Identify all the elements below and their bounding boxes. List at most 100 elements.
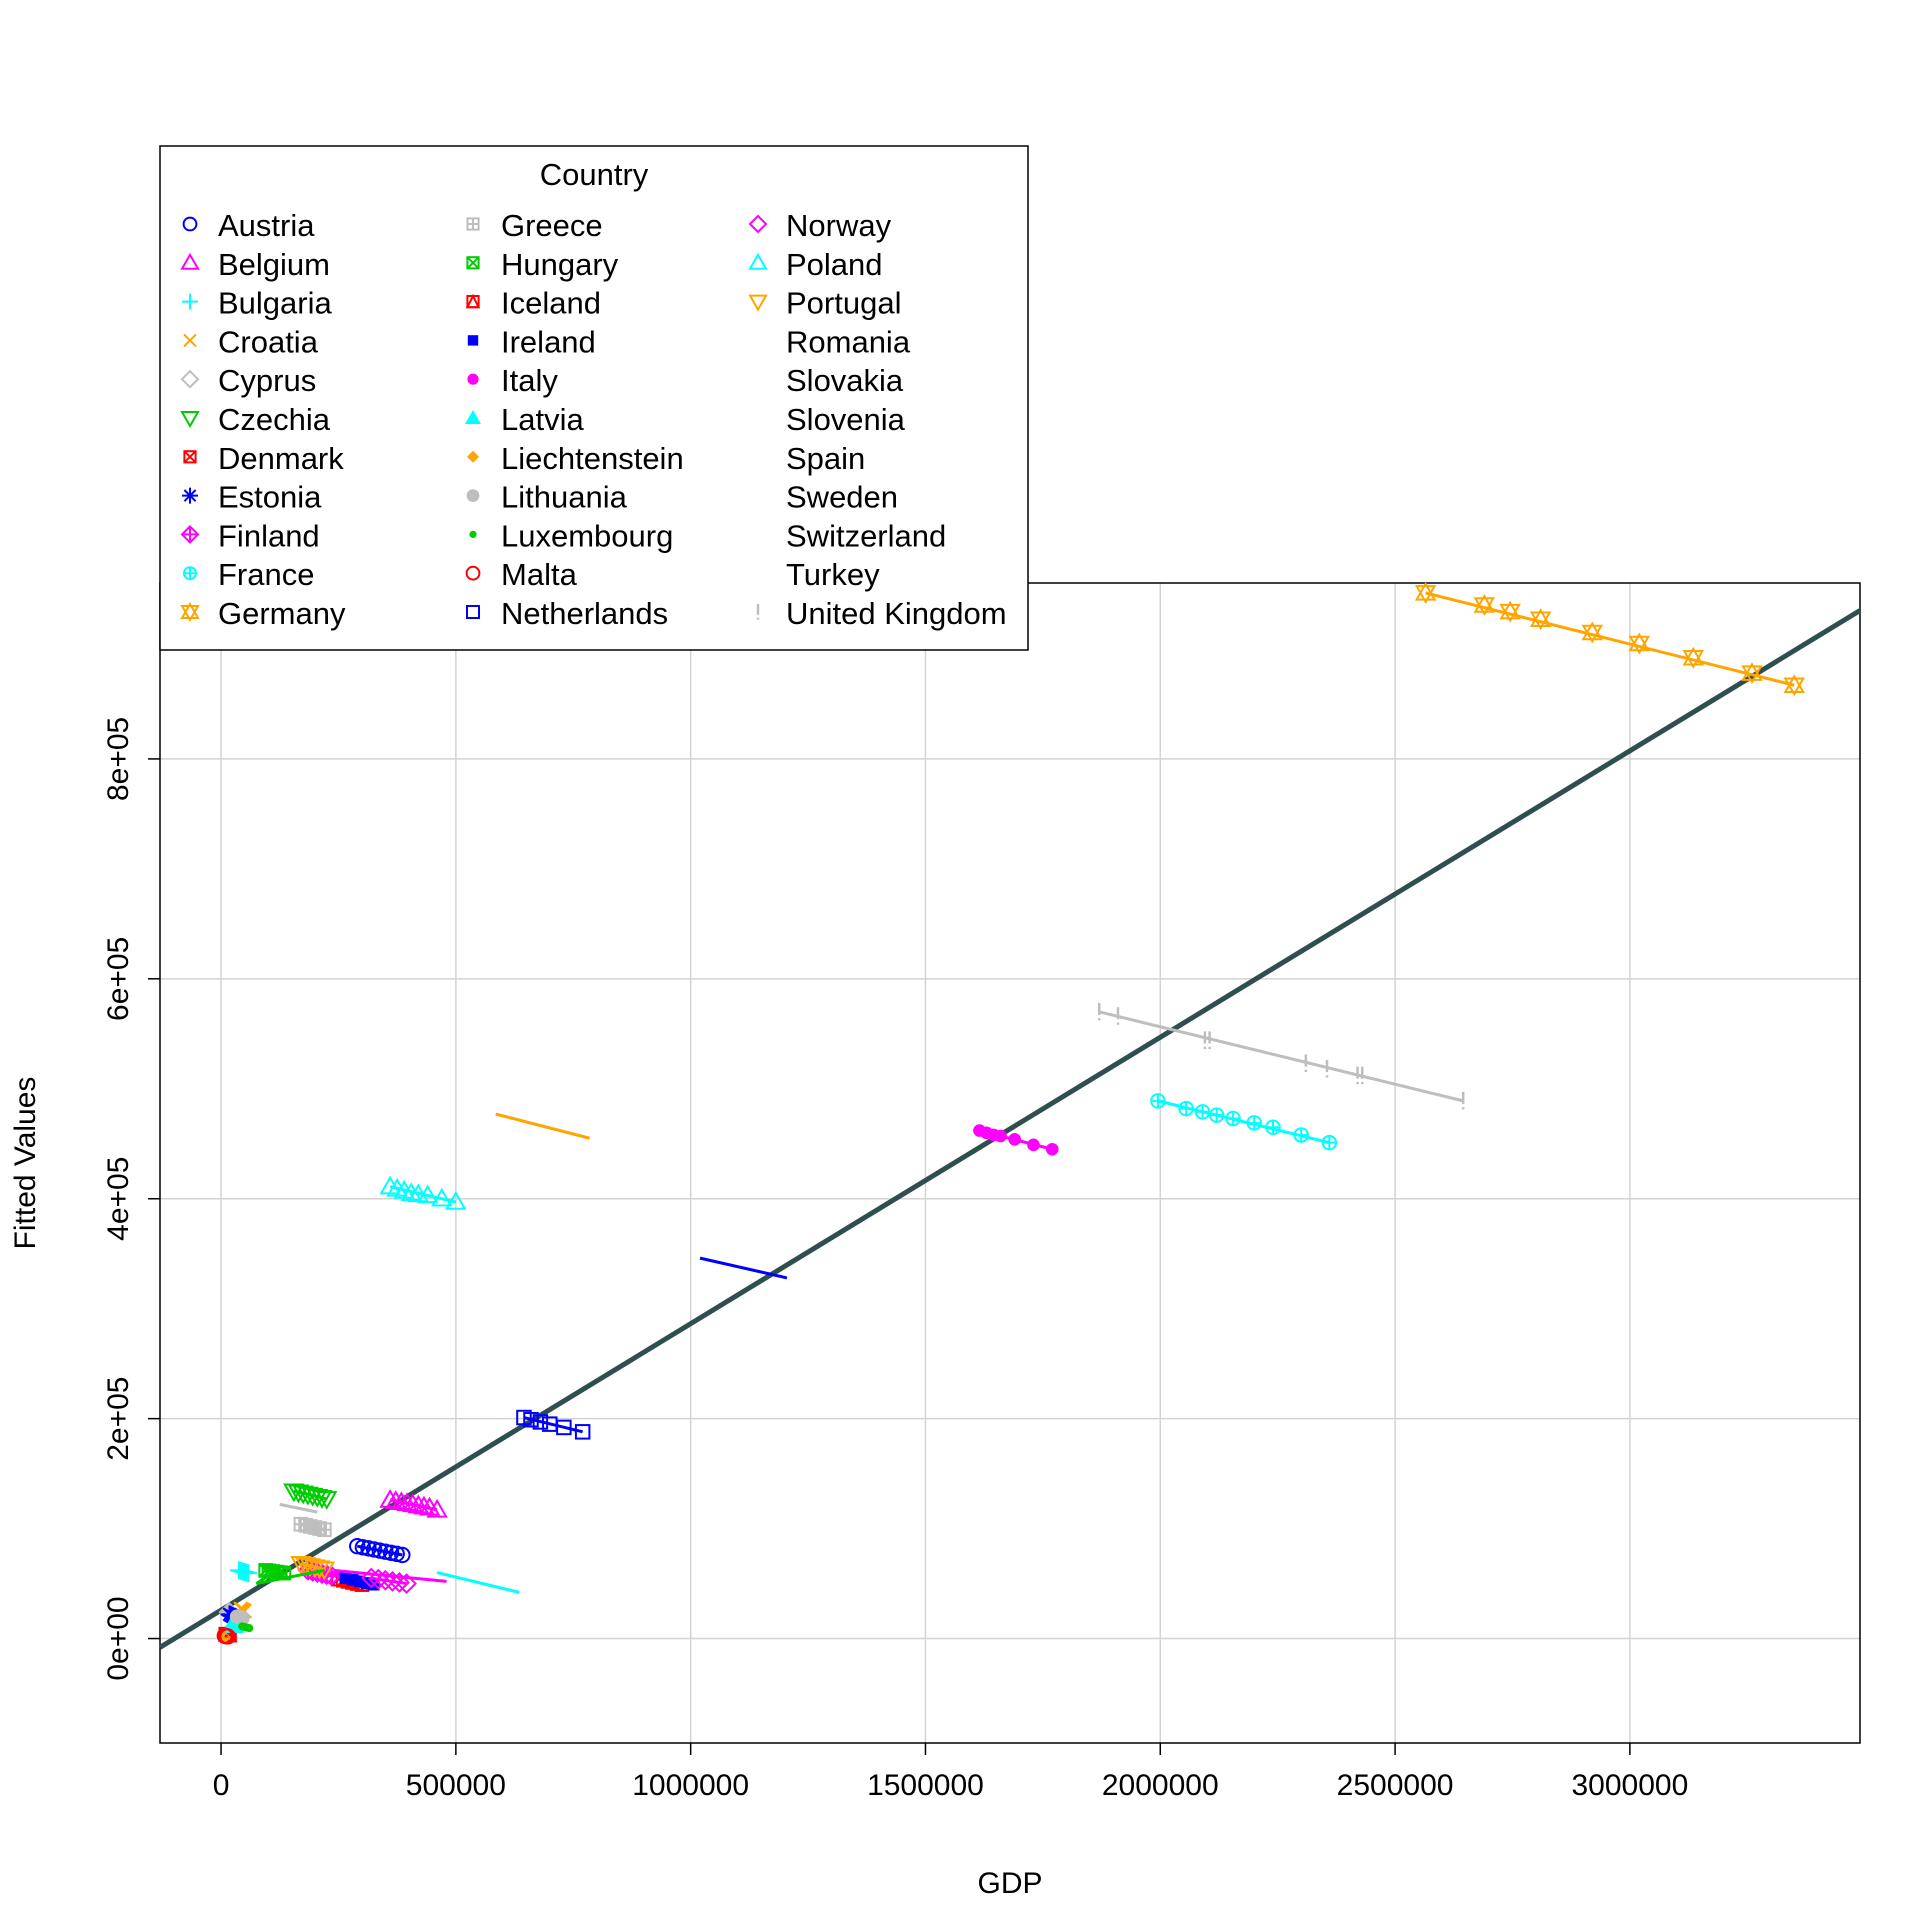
legend-label-netherlands: Netherlands xyxy=(501,596,668,631)
point-luxembourg xyxy=(245,1624,254,1633)
legend-marker-france xyxy=(183,566,197,581)
legend-label-croatia: Croatia xyxy=(218,324,319,359)
series-poland xyxy=(379,1175,467,1210)
point-netherlands xyxy=(523,1411,539,1428)
legend-label-denmark: Denmark xyxy=(218,441,344,476)
point-austria xyxy=(377,1543,394,1560)
y-tick-label: 8e+05 xyxy=(102,717,135,801)
fit-line-slovakia xyxy=(333,1568,447,1583)
legend-label-bulgaria: Bulgaria xyxy=(218,286,332,321)
legend-label-slovakia: Slovakia xyxy=(786,363,904,398)
legend-marker-lithuania xyxy=(466,489,480,502)
fit-line-france xyxy=(1157,1099,1330,1145)
y-tick-label: 0e+00 xyxy=(102,1596,135,1680)
point-malta xyxy=(219,1628,236,1645)
series-spain xyxy=(495,1112,591,1140)
legend-label-luxembourg: Luxembourg xyxy=(501,518,673,553)
legend-label-portugal: Portugal xyxy=(786,286,901,321)
point-belgium xyxy=(401,1493,424,1513)
legend-marker-bulgaria xyxy=(182,293,198,310)
legend-marker-italy xyxy=(467,373,479,385)
point-france xyxy=(1208,1107,1225,1123)
legend-marker-liechtenstein xyxy=(467,450,479,463)
legend-label-norway: Norway xyxy=(786,208,892,243)
series-malta xyxy=(216,1627,236,1645)
series-switzerland xyxy=(279,1502,318,1514)
point-czechia xyxy=(311,1490,333,1509)
legend-item-iceland: Iceland xyxy=(465,286,601,321)
point-italy xyxy=(1027,1138,1040,1152)
legend-label-liechtenstein: Liechtenstein xyxy=(501,441,684,476)
legend-marker-portugal xyxy=(748,294,768,312)
legend-label-latvia: Latvia xyxy=(501,402,584,437)
point-belgium xyxy=(407,1494,430,1514)
series-romania xyxy=(255,1568,325,1586)
series-united-kingdom xyxy=(1097,1002,1465,1110)
point-netherlands xyxy=(556,1419,572,1436)
legend-label-ireland: Ireland xyxy=(501,324,596,359)
series-germany xyxy=(1414,581,1805,697)
legend-item-malta: Malta xyxy=(465,557,578,592)
overall-fit-line xyxy=(158,608,1862,1650)
legend-marker-netherlands xyxy=(466,605,480,619)
x-axis-title: GDP xyxy=(977,1867,1042,1900)
legend-item-ireland: Ireland xyxy=(467,324,596,359)
grid xyxy=(160,583,1860,1743)
legend-label-turkey: Turkey xyxy=(786,557,880,592)
point-germany xyxy=(1581,621,1604,644)
legend-label-united-kingdom: United Kingdom xyxy=(786,596,1007,631)
legend-label-spain: Spain xyxy=(786,441,865,476)
x-tick-label: 500000 xyxy=(406,1769,506,1802)
point-belgium xyxy=(426,1498,448,1518)
point-belgium xyxy=(379,1488,401,1508)
fit-line-switzerland xyxy=(279,1502,318,1514)
legend-marker-finland xyxy=(180,524,200,544)
series-slovenia xyxy=(436,1571,520,1594)
legend-item-croatia: Croatia xyxy=(183,324,319,359)
legend-label-france: France xyxy=(218,557,314,592)
overall-fit-line-path xyxy=(158,608,1862,1650)
series-slovakia xyxy=(333,1568,447,1583)
legend-item-belgium: Belgium xyxy=(180,247,330,282)
point-austria xyxy=(371,1542,388,1559)
point-ireland xyxy=(339,1572,352,1584)
legend-item-denmark: Denmark xyxy=(183,441,344,476)
legend-item-estonia: Estonia xyxy=(182,480,322,515)
point-bulgaria xyxy=(239,1564,258,1583)
legend-item-turkey: Turkey xyxy=(786,557,880,592)
point-norway xyxy=(389,1572,410,1593)
series-sweden xyxy=(699,1256,788,1280)
point-belgium xyxy=(413,1495,435,1515)
point-germany xyxy=(1741,662,1763,685)
point-italy xyxy=(994,1129,1007,1143)
point-austria xyxy=(360,1540,377,1557)
point-austria xyxy=(354,1539,372,1556)
point-netherlands xyxy=(574,1424,591,1440)
legend-label-sweden: Sweden xyxy=(786,480,898,515)
point-poland xyxy=(400,1182,422,1201)
legend-marker-greece xyxy=(466,217,480,231)
legend-title: Country xyxy=(540,157,649,192)
point-austria xyxy=(382,1544,400,1561)
point-poland xyxy=(416,1184,439,1204)
legend-label-germany: Germany xyxy=(218,596,346,631)
legend-item-norway: Norway xyxy=(748,208,892,243)
point-poland xyxy=(445,1191,467,1210)
legend-item-luxembourg: Luxembourg xyxy=(469,518,673,553)
series-netherlands xyxy=(516,1409,591,1440)
point-belgium xyxy=(385,1490,407,1509)
point-germany xyxy=(1529,608,1552,631)
legend-label-estonia: Estonia xyxy=(218,480,322,515)
point-germany xyxy=(1628,632,1651,655)
point-germany xyxy=(1682,646,1705,669)
legend-marker-estonia xyxy=(182,487,198,504)
point-czechia xyxy=(315,1491,338,1510)
series-italy xyxy=(973,1124,1059,1156)
series-bulgaria xyxy=(229,1561,258,1583)
y-tick-label: 6e+05 xyxy=(102,937,135,1021)
fit-line-sweden xyxy=(699,1256,788,1280)
legend-item-bulgaria: Bulgaria xyxy=(182,286,332,321)
fit-line-malta xyxy=(224,1634,228,1638)
legend-item-netherlands: Netherlands xyxy=(466,596,668,631)
